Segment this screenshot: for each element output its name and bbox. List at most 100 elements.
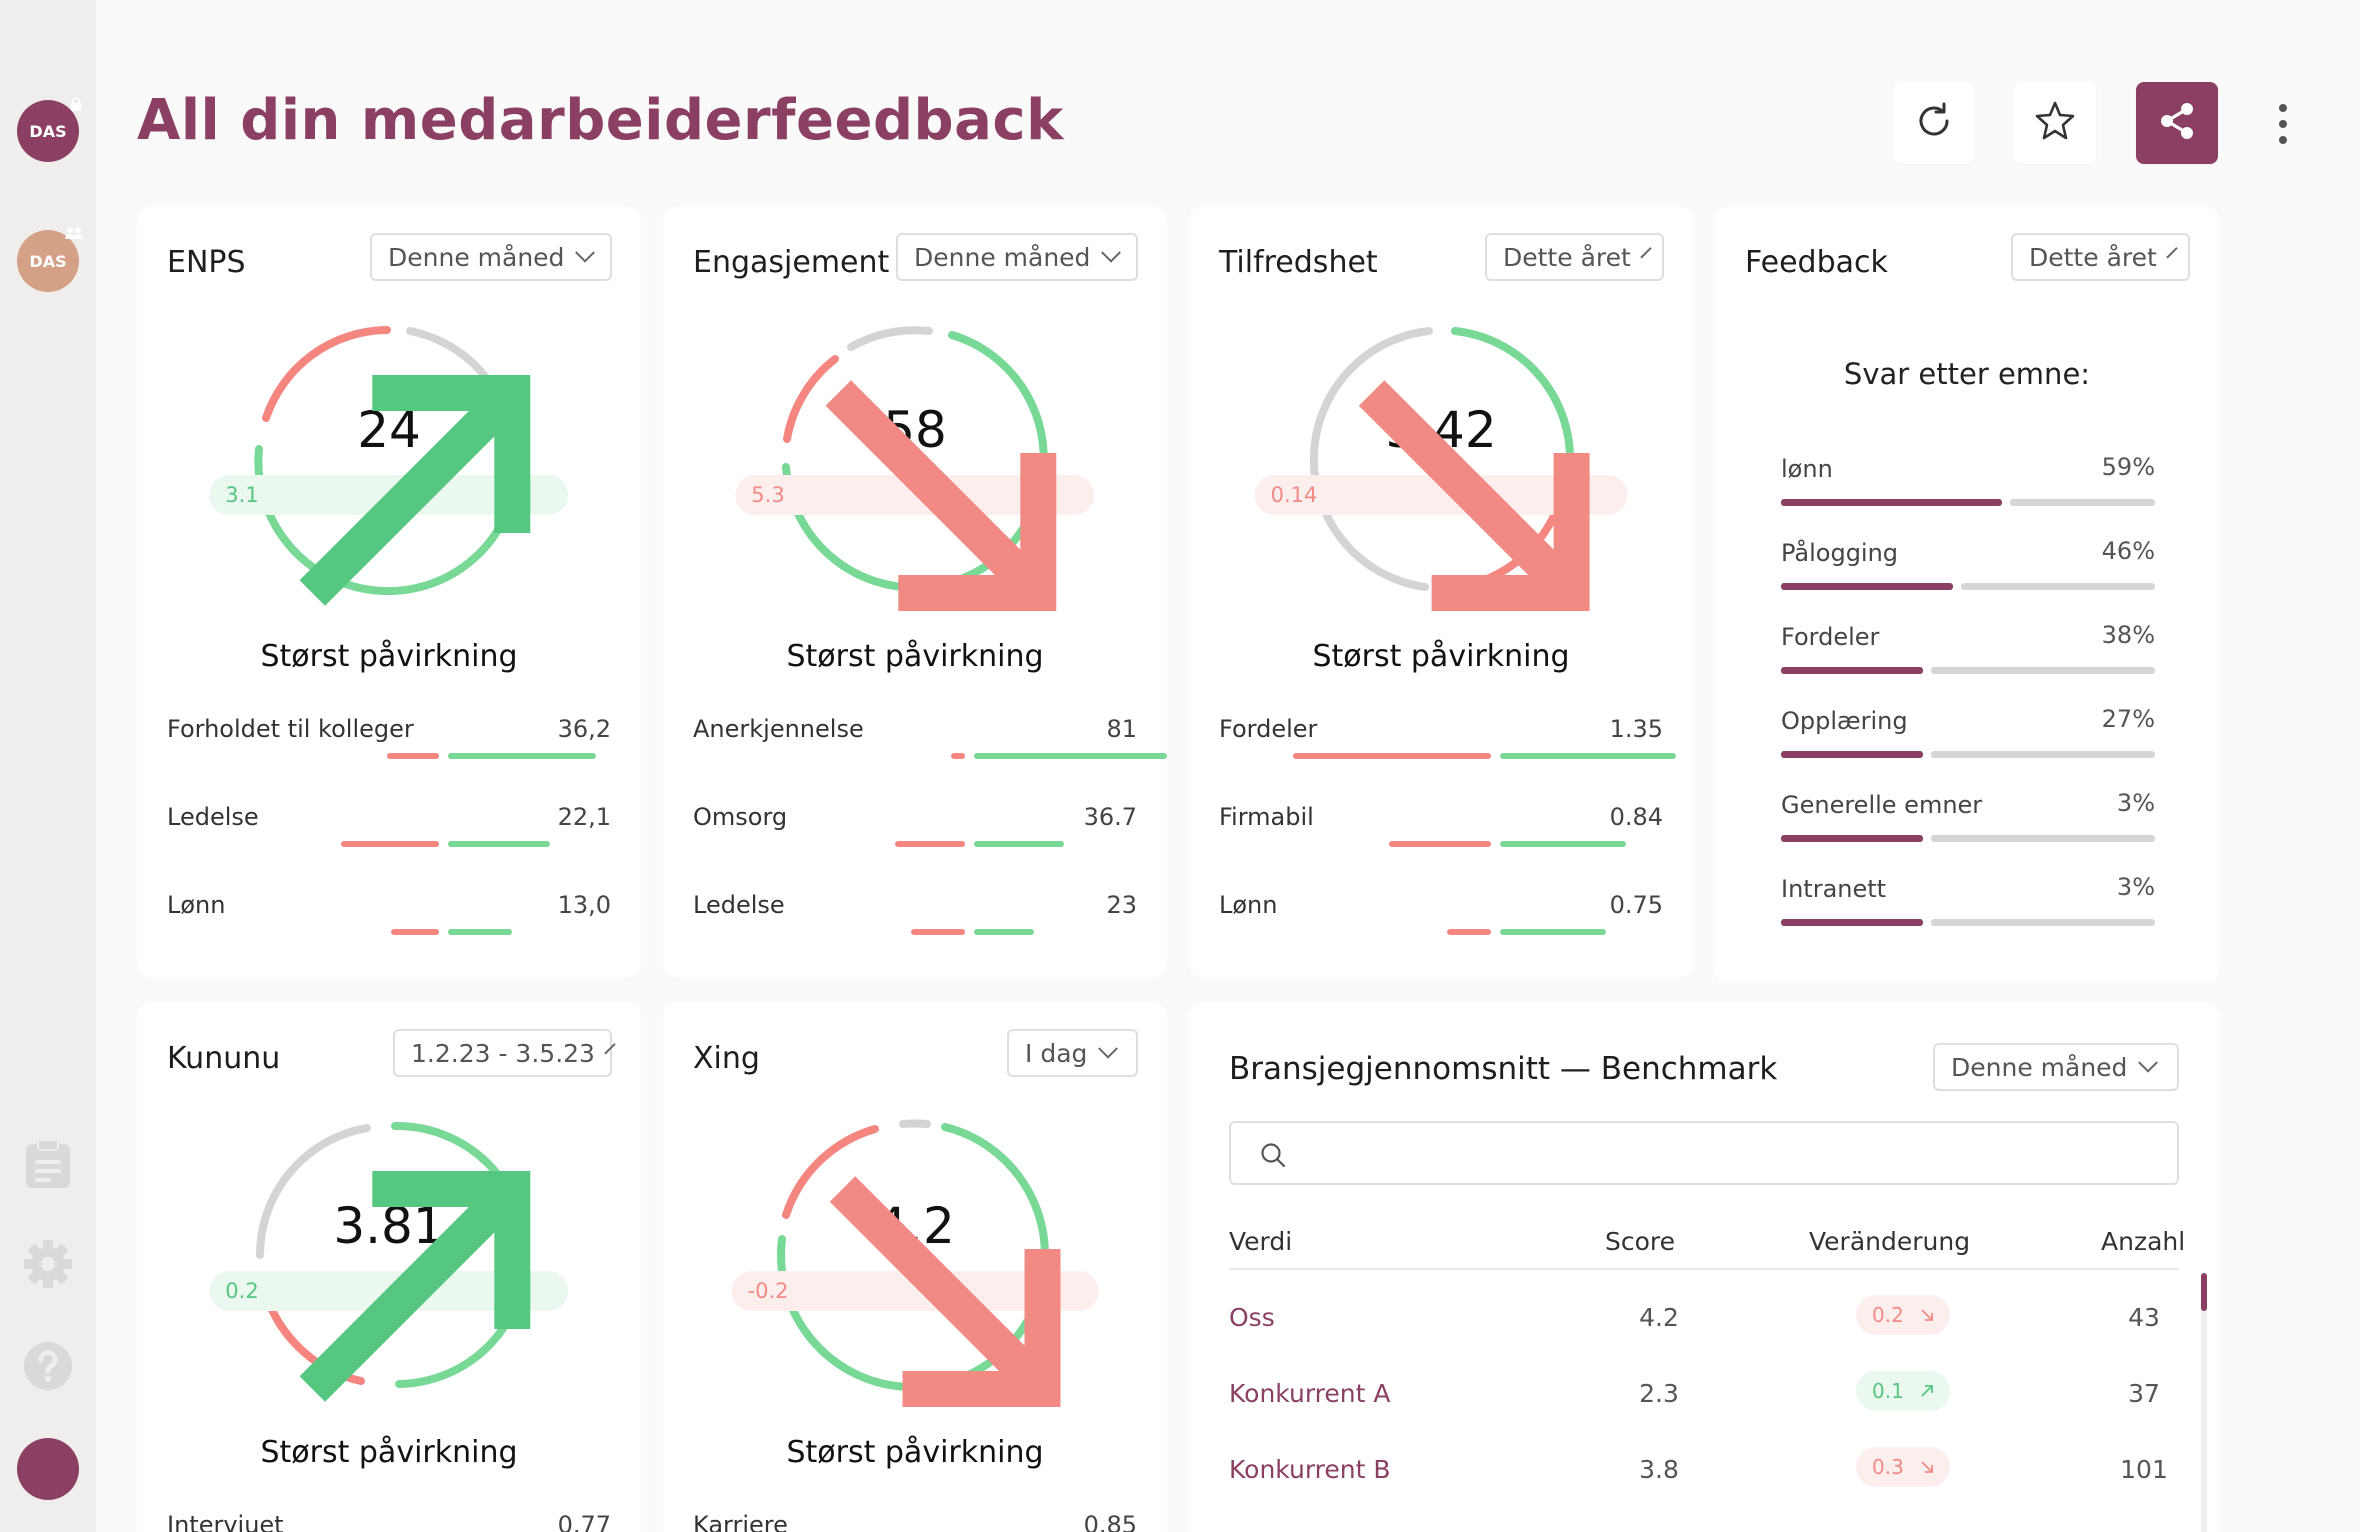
topic-label: Opplæring xyxy=(1781,707,1908,735)
negative-bar xyxy=(1447,929,1491,935)
impact-value: 1.35 xyxy=(1609,715,1663,743)
enps-gauge: 24 3.1 xyxy=(209,319,569,606)
impact-value: 13,0 xyxy=(557,891,611,919)
topic-label: Generelle emner xyxy=(1781,791,1983,819)
engasjement-gauge: 58 5.3 xyxy=(735,319,1095,611)
impact-title: Størst påvirkning xyxy=(260,1435,518,1470)
positive-bar xyxy=(1500,841,1626,847)
row-count: 101 xyxy=(2120,1455,2168,1484)
arrow-up-right-icon xyxy=(273,1149,553,1434)
arrow-up-right-icon xyxy=(1920,1379,1934,1403)
workspace-badge-das[interactable]: DAS xyxy=(17,97,81,162)
column-header-score[interactable]: Score xyxy=(1605,1227,1676,1256)
delta-badge: -0.2 xyxy=(731,1175,1099,1407)
period-value: Dette året xyxy=(1503,242,1631,272)
table-row[interactable]: Konkurrent B 3.8 0.3 101 xyxy=(1229,1447,2179,1497)
share-button[interactable] xyxy=(2136,82,2218,164)
gear-icon[interactable] xyxy=(20,1236,76,1292)
help-icon[interactable] xyxy=(20,1338,76,1394)
favorite-button[interactable] xyxy=(2014,82,2096,164)
column-header-count[interactable]: Anzahl xyxy=(2101,1227,2186,1256)
topic-percent: 59% xyxy=(2101,453,2155,481)
period-dropdown[interactable]: I dag xyxy=(1007,1029,1138,1077)
tilfredshet-gauge: 3.42 0.14 xyxy=(1254,319,1628,611)
impact-title: Størst påvirkning xyxy=(1312,639,1570,674)
period-value: Denne måned xyxy=(914,242,1091,272)
row-change-value: 0.3 xyxy=(1872,1455,1904,1479)
chevron-down-icon xyxy=(2166,247,2178,259)
row-count: 43 xyxy=(2128,1303,2160,1332)
row-score: 3.8 xyxy=(1639,1455,1679,1484)
impact-title: Størst påvirkning xyxy=(786,639,1044,674)
delta-value: 0.2 xyxy=(225,1279,259,1303)
kununu-gauge: 3.81 0.2 xyxy=(209,1115,569,1402)
chevron-down-icon xyxy=(575,242,596,263)
badge-label: DAS xyxy=(29,121,67,141)
topic-percent: 3% xyxy=(2116,789,2155,817)
impact-row: Fordeler 1.35 xyxy=(1219,715,1676,785)
column-header-name[interactable]: Verdi xyxy=(1229,1227,1293,1256)
impact-value: 0.75 xyxy=(1609,891,1663,919)
period-dropdown[interactable]: Dette året xyxy=(2011,233,2190,281)
period-dropdown[interactable]: Dette året xyxy=(1485,233,1664,281)
search-icon xyxy=(1259,1141,1287,1173)
card-title: Feedback xyxy=(1745,245,1888,280)
sidebar: DAS DAS xyxy=(0,0,96,1532)
impact-value: 36.7 xyxy=(1083,803,1137,831)
impact-row: Firmabil 0.84 xyxy=(1219,803,1663,873)
refresh-button[interactable] xyxy=(1893,82,1975,164)
period-value: 1.2.23 - 3.5.23 xyxy=(411,1038,595,1068)
card-title: ENPS xyxy=(167,245,246,280)
feedback-card: Feedback Dette året Svar etter emne: løn… xyxy=(1715,207,2219,983)
page-title: All din medarbeiderfeedback xyxy=(137,88,1064,153)
benchmark-title: Bransjegjennomsnitt — Benchmark xyxy=(1229,1051,1778,1087)
impact-label: Omsorg xyxy=(693,803,788,831)
scrollbar-thumb[interactable] xyxy=(2201,1273,2207,1311)
positive-bar xyxy=(448,929,512,935)
impact-label: Lønn xyxy=(1219,891,1278,919)
chevron-down-icon xyxy=(1101,242,1122,263)
impact-value: 0.85 xyxy=(1083,1511,1137,1532)
period-dropdown[interactable]: Denne måned xyxy=(1933,1043,2179,1091)
row-change-badge: 0.1 xyxy=(1856,1371,1950,1411)
impact-row: Anerkjennelse 81 xyxy=(693,715,1167,785)
topic-bar-fill xyxy=(1781,583,1953,590)
negative-bar xyxy=(1293,753,1491,759)
search-input[interactable] xyxy=(1229,1121,2179,1185)
period-dropdown[interactable]: Denne måned xyxy=(370,233,612,281)
period-dropdown[interactable]: 1.2.23 - 3.5.23 xyxy=(393,1029,616,1077)
impact-label: Fordeler xyxy=(1219,715,1318,743)
more-menu-button[interactable] xyxy=(2268,98,2298,150)
row-name[interactable]: Konkurrent B xyxy=(1229,1455,1391,1484)
feedback-topic-row: Fordeler 38% xyxy=(1781,621,2155,693)
chevron-down-icon xyxy=(1098,1038,1119,1059)
impact-label: Forholdet til kolleger xyxy=(167,715,414,743)
topic-bar-fill xyxy=(1781,667,1923,674)
positive-bar xyxy=(974,753,1167,759)
clipboard-icon[interactable] xyxy=(20,1136,76,1192)
table-row[interactable]: Oss 4.2 0.2 43 xyxy=(1229,1295,2179,1345)
row-score: 2.3 xyxy=(1639,1379,1679,1408)
impact-value: 22,1 xyxy=(557,803,611,831)
delta-value: 3.1 xyxy=(225,483,259,507)
topic-percent: 38% xyxy=(2101,621,2155,649)
impact-row: Lønn 0.75 xyxy=(1219,891,1663,961)
avatar[interactable] xyxy=(17,1438,79,1500)
table-scrollbar[interactable] xyxy=(2201,1273,2207,1532)
arrow-down-right-icon xyxy=(1331,353,1611,638)
impact-value: 0.77 xyxy=(557,1511,611,1532)
topic-label: Fordeler xyxy=(1781,623,1880,651)
table-row[interactable]: Konkurrent A 2.3 0.1 37 xyxy=(1229,1371,2179,1421)
workspace-badge-das-group[interactable]: DAS xyxy=(17,227,83,292)
topic-bar-rest xyxy=(1931,919,2155,926)
row-change-badge: 0.3 xyxy=(1856,1447,1950,1487)
period-dropdown[interactable]: Denne måned xyxy=(896,233,1138,281)
impact-value: 81 xyxy=(1106,715,1137,743)
column-header-change[interactable]: Veränderung xyxy=(1809,1227,1971,1256)
row-name[interactable]: Oss xyxy=(1229,1303,1275,1332)
row-name[interactable]: Konkurrent A xyxy=(1229,1379,1391,1408)
xing-card: Xing I dag 4.2 -0.2 Størst påvirkning Ka… xyxy=(663,1003,1167,1532)
tilfredshet-card: Tilfredshet Dette året 3.42 0.14 Størst … xyxy=(1189,207,1693,977)
impact-label: Lønn xyxy=(167,891,226,919)
chevron-down-icon xyxy=(2138,1052,2159,1073)
